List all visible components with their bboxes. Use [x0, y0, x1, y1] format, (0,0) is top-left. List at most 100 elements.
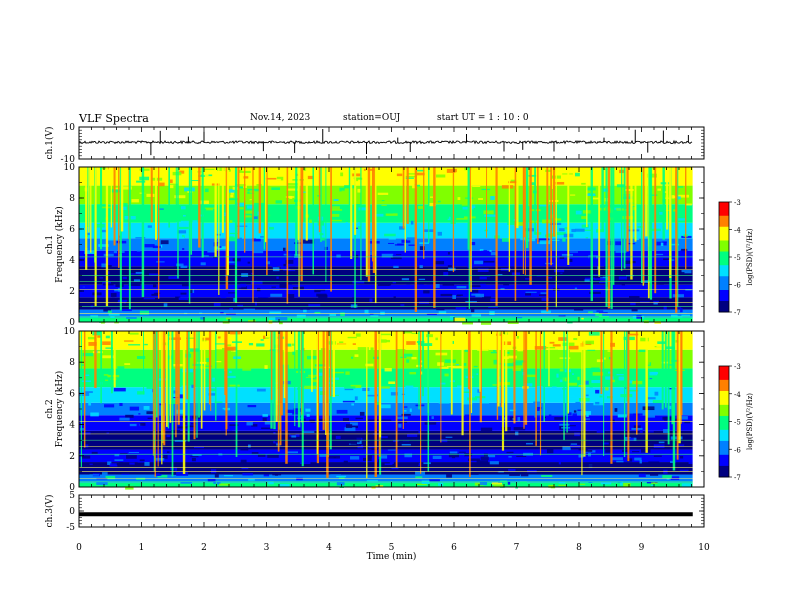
speckle [403, 353, 413, 357]
y-tick-label: 8 [69, 358, 75, 368]
speckle [469, 285, 481, 288]
sferic-streak [110, 331, 113, 394]
speckle [146, 386, 156, 389]
speckle [182, 248, 185, 250]
speckle [81, 364, 84, 366]
speckle [144, 461, 150, 466]
colorbar-segment [719, 410, 729, 414]
speckle [336, 475, 347, 478]
speckle [101, 285, 110, 288]
speckle [275, 316, 288, 321]
speckle [169, 179, 173, 183]
speckle [480, 283, 486, 286]
speckle [139, 459, 145, 462]
sferic-streak [225, 167, 229, 290]
colorbar-tick-label: -5 [734, 419, 741, 427]
sferic-streak [85, 167, 88, 270]
speckle [219, 317, 225, 320]
speckle [555, 181, 565, 185]
speckle [204, 279, 207, 282]
speckle [526, 199, 533, 202]
colorbar-segment [719, 262, 729, 266]
sferic-streak [218, 167, 220, 295]
colorbar-segment [719, 366, 729, 370]
speckle [296, 314, 306, 318]
sferic-streak [612, 167, 615, 285]
speckle [252, 249, 264, 254]
sferic-streak [450, 331, 453, 415]
speckle [201, 434, 212, 437]
speckle [408, 244, 416, 246]
speckle [493, 359, 497, 364]
speckle [208, 388, 216, 392]
speckle [139, 168, 150, 171]
speckle [286, 451, 298, 454]
speckle [166, 434, 171, 438]
speckle [432, 281, 441, 284]
speckle [501, 185, 514, 189]
colorbar-segment [719, 443, 729, 447]
speckle [582, 479, 594, 482]
speckle [124, 363, 131, 365]
speckle [508, 456, 512, 458]
speckle [385, 210, 394, 214]
speckle [252, 167, 263, 171]
speckle [512, 362, 523, 366]
speckle [369, 298, 373, 302]
speckle [539, 240, 551, 245]
speckle [352, 280, 365, 284]
speckle [284, 439, 293, 444]
speckle [455, 172, 459, 175]
speckle [569, 258, 573, 263]
speckle [144, 343, 148, 346]
speckle [387, 449, 396, 451]
speckle [154, 292, 161, 294]
speckle [440, 293, 453, 297]
speckle [377, 217, 386, 220]
sferic-streak [471, 331, 473, 413]
speckle [662, 475, 672, 479]
speckle [164, 422, 176, 427]
speckle [157, 187, 167, 190]
speckle [616, 374, 624, 376]
sferic-streak [150, 167, 153, 223]
speckle [359, 428, 366, 431]
colorbar-tick-label: -7 [734, 309, 741, 317]
speckle [348, 271, 355, 276]
y-axis-label: Frequency (kHz) [54, 371, 65, 448]
speckle [574, 432, 580, 437]
speckle [147, 417, 153, 420]
sferic-streak [110, 167, 112, 228]
speckle [87, 288, 91, 292]
speckle [133, 338, 141, 343]
sferic-streak [320, 167, 322, 243]
colorbar-segment [719, 237, 729, 241]
speckle [264, 375, 272, 378]
speckle [686, 306, 691, 309]
speckle [472, 455, 481, 459]
speckle [107, 271, 110, 274]
speckle [565, 306, 569, 310]
speckle [143, 426, 148, 430]
speckle [559, 369, 565, 372]
colorbar-tick-label: -5 [734, 254, 741, 262]
sferic-streak [285, 331, 288, 464]
speckle [670, 173, 677, 177]
speckle [175, 296, 181, 301]
speckle [473, 365, 478, 368]
speckle [359, 411, 365, 416]
speckle [150, 259, 156, 262]
speckle [531, 302, 540, 305]
sferic-streak [372, 167, 376, 273]
speckle [283, 263, 288, 268]
speckle [105, 335, 110, 339]
speckle [452, 366, 464, 369]
speckle [592, 197, 599, 200]
speckle [215, 233, 221, 236]
speckle [486, 277, 497, 280]
speckle [356, 443, 361, 447]
speckle [405, 175, 417, 178]
speckle [647, 397, 656, 400]
speckle [531, 182, 535, 186]
speckle [269, 226, 274, 230]
